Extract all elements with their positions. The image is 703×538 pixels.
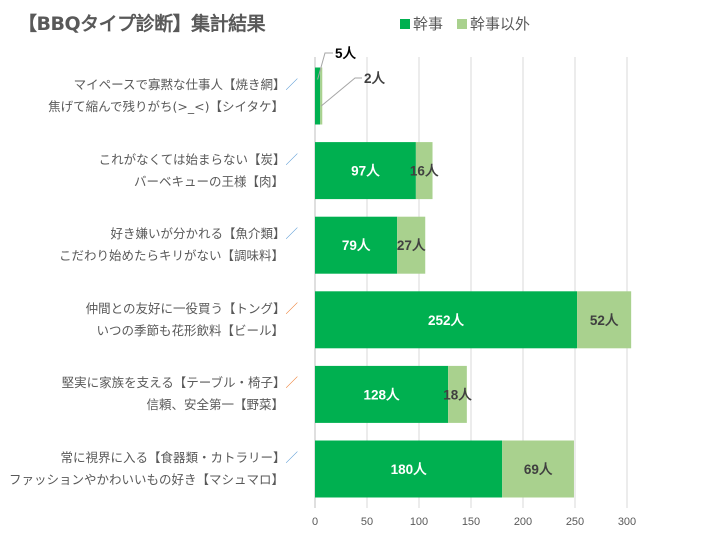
category-label: 常に視界に入る【食器類・カトラリー】／ ファッションやかわいいもの好き【マシュマロ… (9, 447, 298, 491)
category-label: 堅実に家族を支える【テーブル・椅子】／ 信頼、安全第一【野菜】 (62, 372, 298, 416)
category-text: 仲間との友好に一役買う【トング】 (85, 300, 286, 316)
category-line2: ファッションやかわいいもの好き【マシュマロ】 (8, 472, 284, 487)
legend-item-non-kanji: 幹事以外 (457, 13, 530, 34)
bar-kanji (315, 291, 578, 349)
category-label: 仲間との友好に一役買う【トング】／ いつの季節も花形飲料【ビール】 (86, 298, 298, 342)
category-line2: バーベキューの王様【肉】 (133, 173, 284, 189)
category-text: マイペースで寡黙な仕事人【焼き網】 (73, 77, 286, 92)
leader-line (317, 52, 333, 80)
data-label: 2人 (364, 71, 386, 86)
bar-kanji (315, 142, 416, 200)
bar-kanji (315, 67, 321, 125)
bar-kanji (315, 440, 503, 498)
legend: 幹事 幹事以外 (400, 13, 530, 34)
category-line1: マイペースで寡黙な仕事人【焼き網】／ (48, 74, 298, 96)
data-label: 180人 (391, 462, 428, 477)
data-label: 252人 (428, 313, 465, 328)
data-label: 5人 (335, 46, 357, 61)
category-line1: 仲間との友好に一役買う【トング】／ (86, 298, 298, 320)
category-label: 好き嫌いが分かれる【魚介類】／ こだわり始めたらキリがない【調味料】 (59, 223, 298, 267)
bar-non-kanji (320, 67, 323, 125)
x-tick-label: 200 (514, 516, 532, 528)
x-tick-label: 100 (410, 516, 428, 528)
bar-non-kanji (448, 365, 467, 423)
x-tick-label: 50 (361, 516, 373, 528)
bar-kanji (315, 365, 449, 423)
category-label: マイペースで寡黙な仕事人【焼き網】／ 焦げて縮んで残りがち(>_<)【シイタケ】 (48, 74, 298, 118)
legend-label: 幹事 (413, 15, 444, 33)
category-line1: 好き嫌いが分かれる【魚介類】／ (59, 223, 298, 245)
category-line2: いつの季節も花形飲料【ビール】 (96, 322, 284, 338)
legend-swatch (457, 18, 468, 29)
category-line1: これがなくては始まらない【炭】／ (99, 149, 298, 171)
category-label: これがなくては始まらない【炭】／ バーベキューの王様【肉】 (99, 149, 298, 193)
category-line2: こだわり始めたらキリがない【調味料】 (58, 248, 284, 264)
category-line1: 堅実に家族を支える【テーブル・椅子】／ (62, 372, 298, 394)
bar-non-kanji (415, 142, 433, 200)
x-tick-label: 300 (618, 516, 636, 528)
bar-non-kanji (502, 440, 574, 498)
bar-kanji (315, 216, 398, 274)
bar-non-kanji (577, 291, 632, 349)
bar-non-kanji (397, 216, 426, 274)
data-label: 52人 (590, 313, 619, 328)
category-text: これがなくては始まらない【炭】 (98, 151, 286, 167)
separator-slash: ／ (285, 77, 298, 92)
category-text: 好き嫌いが分かれる【魚介類】 (110, 226, 286, 242)
data-label: 79人 (342, 238, 371, 253)
x-tick-label: 250 (566, 516, 584, 528)
data-label: 97人 (351, 164, 380, 179)
data-label: 128人 (364, 387, 401, 402)
category-line2: 信頼、安全第一【野菜】 (146, 397, 284, 413)
legend-swatch (400, 18, 410, 29)
separator-slash: ／ (285, 375, 298, 391)
category-line2: 焦げて縮んで残りがち(>_<)【シイタケ】 (48, 99, 284, 114)
category-text: 堅実に家族を支える【テーブル・椅子】 (61, 375, 286, 391)
legend-label: 幹事以外 (470, 15, 531, 33)
x-tick-label: 0 (312, 516, 318, 528)
data-label: 16人 (410, 164, 439, 179)
separator-slash: ／ (285, 450, 298, 465)
data-label: 27人 (397, 238, 426, 253)
separator-slash: ／ (285, 226, 298, 242)
separator-slash: ／ (285, 151, 298, 167)
chart-title: 【BBQタイプ診断】集計結果 (18, 13, 266, 35)
separator-slash: ／ (285, 300, 298, 316)
data-label: 69人 (524, 462, 553, 477)
x-tick-label: 150 (462, 516, 480, 528)
data-label: 18人 (443, 387, 472, 402)
category-line1: 常に視界に入る【食器類・カトラリー】／ (9, 447, 298, 469)
category-text: 常に視界に入る【食器類・カトラリー】 (60, 450, 286, 465)
legend-item-kanji: 幹事 (400, 13, 443, 34)
leader-line (320, 77, 362, 107)
